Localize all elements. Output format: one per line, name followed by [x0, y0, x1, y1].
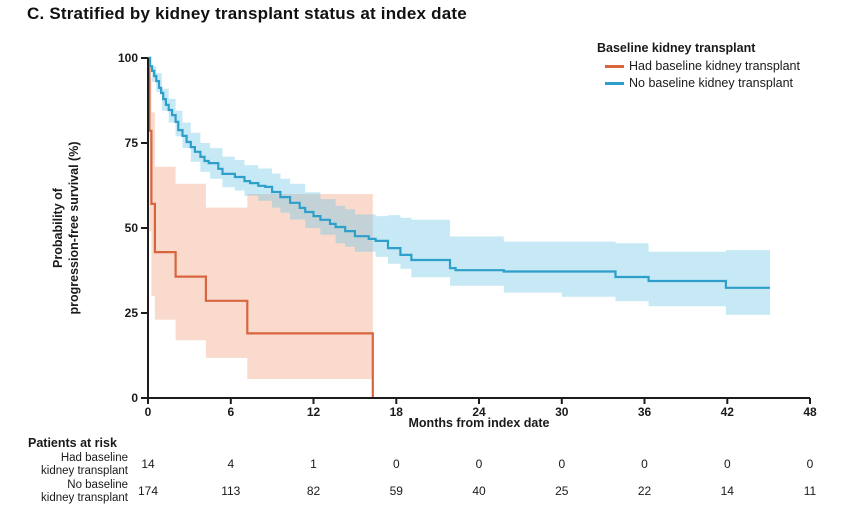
risk-count-had-transplant: 1 — [310, 457, 317, 471]
risk-count-no-transplant: 11 — [803, 484, 817, 498]
risk-count-had-transplant: 0 — [806, 457, 814, 471]
risk-count-had-transplant: 0 — [641, 457, 648, 471]
x-tick-label: 12 — [306, 405, 321, 419]
risk-count-had-transplant: 0 — [475, 457, 483, 471]
risk-count-had-transplant: 14 — [141, 457, 155, 471]
risk-count-no-transplant: 22 — [637, 484, 652, 498]
risk-row-label-line: kidney transplant — [41, 492, 128, 504]
risk-count-no-transplant: 59 — [389, 484, 403, 498]
risk-count-no-transplant: 14 — [720, 484, 734, 498]
legend-title: Baseline kidney transplant — [597, 41, 756, 55]
legend-entry-had-transplant: Had baseline kidney transplant — [605, 58, 800, 75]
legend-swatch-orange-line — [605, 65, 624, 68]
risk-count-no-transplant: 40 — [472, 484, 486, 498]
y-axis-label-line2: progression-free survival (%) — [67, 141, 81, 315]
legend-entry-label: No baseline kidney transplant — [629, 76, 793, 90]
y-tick-label: 25 — [124, 306, 138, 320]
risk-count-no-transplant: 82 — [306, 484, 321, 498]
y-axis-label-line1: Probability of — [51, 188, 65, 268]
legend: Baseline kidney transplant Had baseline … — [597, 40, 800, 92]
km-curve-had-transplant — [148, 56, 374, 398]
ci-band-no-transplant — [152, 66, 771, 315]
risk-row-label-no-transplant: No baseline kidney transplant — [4, 479, 128, 505]
x-tick-label: 18 — [389, 405, 403, 419]
x-tick-label: 0 — [144, 405, 152, 419]
y-tick-label: 50 — [124, 221, 138, 235]
risk-count-had-transplant: 0 — [723, 457, 731, 471]
risk-table-title: Patients at risk — [28, 436, 117, 450]
x-tick-label: 6 — [227, 405, 235, 419]
ci-band-had-transplant — [149, 78, 373, 380]
risk-row-label-had-transplant: Had baseline kidney transplant — [4, 452, 128, 478]
risk-count-had-transplant: 0 — [558, 457, 566, 471]
risk-count-had-transplant: 4 — [227, 457, 235, 471]
km-curve-no-transplant — [148, 56, 770, 289]
risk-count-no-transplant: 25 — [555, 484, 569, 498]
y-tick-label: 0 — [131, 391, 138, 405]
x-tick-label: 42 — [720, 405, 734, 419]
y-tick-label: 100 — [117, 51, 138, 65]
x-tick-label: 30 — [555, 405, 569, 419]
risk-row-label-line: Had baseline — [60, 452, 128, 464]
risk-row-label-line: kidney transplant — [41, 465, 128, 477]
y-axis-label: Probability of progression-free survival… — [50, 142, 82, 315]
legend-swatch-blue-line — [605, 82, 624, 85]
x-tick-label: 24 — [472, 405, 486, 419]
legend-entry-no-transplant: No baseline kidney transplant — [605, 75, 800, 92]
x-axis-label: Months from index date — [408, 416, 550, 430]
risk-count-no-transplant: 113 — [221, 484, 241, 498]
risk-count-no-transplant: 174 — [137, 484, 159, 498]
legend-entry-label: Had baseline kidney transplant — [629, 59, 800, 73]
risk-count-had-transplant: 0 — [392, 457, 400, 471]
x-tick-label: 36 — [637, 405, 652, 419]
y-tick-label: 75 — [124, 136, 138, 150]
figure-title: C. Stratified by kidney transplant statu… — [27, 4, 467, 23]
x-tick-label: 48 — [803, 405, 817, 419]
risk-row-label-line: No baseline — [67, 479, 128, 491]
